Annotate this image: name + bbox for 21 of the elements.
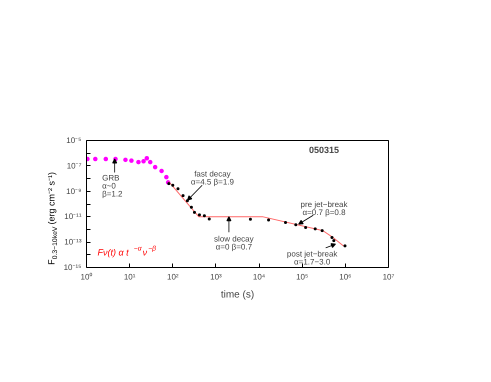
x-tick-label: 10³: [210, 272, 222, 282]
y-tick-label: 10⁻¹⁵: [64, 263, 82, 272]
x-axis-title: time (s): [220, 290, 254, 300]
y-tick-label: 10⁻⁹: [66, 186, 82, 196]
x-tick-label: 10⁶: [339, 272, 352, 282]
annotation: fast decay α=4.5 β=1.9: [190, 170, 235, 187]
y-tick-label: 10⁻¹³: [64, 238, 82, 247]
annotation: GRB α~0 β=1.2: [102, 174, 124, 198]
x-tick-label: 10⁵: [296, 272, 308, 282]
annotation: post jet−break α=1.7−3.0: [286, 250, 338, 267]
text: 050315: [308, 145, 340, 156]
y-tick-label: 10⁻⁵: [66, 136, 82, 145]
x-tick-label: 10²: [167, 272, 179, 282]
x-tick-label: 10¹: [124, 272, 136, 282]
x-tick-label: 10⁷: [382, 272, 394, 282]
annotation: slow decay α=0 β=0.7: [214, 234, 254, 252]
y-tick-label: 10⁻¹¹: [64, 212, 82, 222]
annotation: pre jet−break α=0.7 β=0.8: [300, 200, 348, 217]
x-tick-label: 10⁴: [252, 272, 266, 282]
x-tick-label: 10⁰: [80, 272, 92, 282]
y-tick-label: 10⁻⁷: [66, 161, 82, 170]
